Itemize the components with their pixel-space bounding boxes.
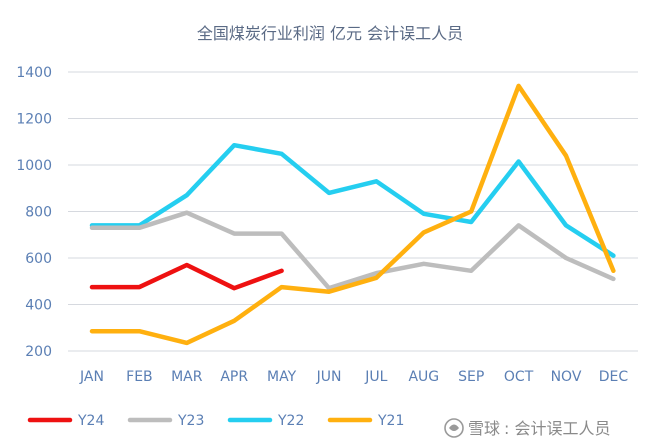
legend-label: Y22 [277,413,304,429]
x-tick-label: DEC [599,369,629,385]
series-line-y24 [89,262,284,291]
y-tick-label: 1400 [16,65,52,81]
series-lines [89,83,616,346]
watermark-text: : 会计误工人员 [504,419,610,438]
x-tick-label: JUN [316,369,342,385]
legend-item-y23: Y23 [127,413,204,429]
y-tick-label: 400 [25,298,52,314]
legend-item-y21: Y21 [327,413,404,429]
y-axis-tick-labels: 200 400 600 800 1000 1200 1400 [16,65,52,360]
y-tick-label: 1000 [16,158,52,174]
chart-title: 全国煤炭行业利润 亿元 会计误工人员 [197,24,463,43]
legend: Y24 Y23 Y22 Y21 [27,413,404,429]
x-tick-label: JAN [79,369,104,385]
x-tick-label: AUG [408,369,439,385]
x-tick-label: MAY [267,369,297,385]
legend-label: Y21 [377,413,404,429]
watermark-brand: 雪球 [468,419,500,438]
legend-item-y24: Y24 [27,413,104,429]
x-axis-tick-labels: JAN FEB MAR APR MAY JUN JUL AUG SEP OCT NOV DEC [79,369,628,385]
y-tick-label: 200 [25,344,52,360]
series-line-y23 [89,210,616,291]
series-line-y22 [89,142,616,258]
x-tick-label: MAR [171,369,203,385]
legend-label: Y24 [77,413,104,429]
x-tick-label: FEB [126,369,153,385]
x-tick-label: OCT [504,369,534,385]
legend-item-y22: Y22 [227,413,304,429]
y-tick-label: 600 [25,251,52,267]
x-tick-label: SEP [458,369,484,385]
watermark: 雪球 : 会计误工人员 [444,418,610,438]
x-tick-label: JUL [364,369,387,385]
legend-label: Y23 [177,413,204,429]
series-line-y21 [89,83,616,346]
x-tick-label: NOV [551,369,582,385]
snowball-logo-icon [444,418,464,438]
x-tick-label: APR [220,369,248,385]
y-tick-label: 800 [25,205,52,221]
y-tick-label: 1200 [16,112,52,128]
